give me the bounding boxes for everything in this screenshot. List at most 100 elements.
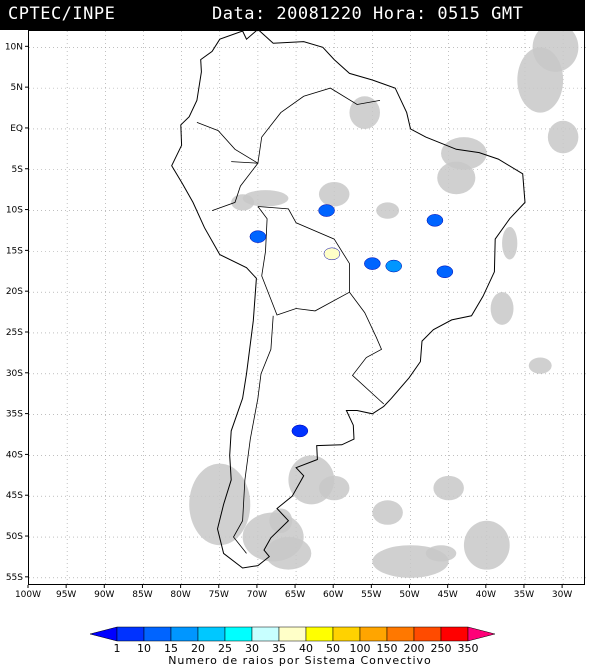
lat-tick-label: 35S bbox=[6, 410, 23, 420]
lon-tick-label: 40W bbox=[476, 590, 496, 600]
colorbar-level-label: 250 bbox=[431, 642, 452, 655]
cloud-patch bbox=[437, 161, 476, 195]
convective-system-marker bbox=[318, 204, 335, 217]
cloud-patch bbox=[463, 520, 510, 570]
border-line bbox=[257, 206, 385, 405]
convective-system-marker bbox=[385, 259, 402, 273]
convective-systems bbox=[249, 204, 454, 438]
colorbar-level-label: 350 bbox=[458, 642, 479, 655]
colorbar-level-label: 200 bbox=[404, 642, 425, 655]
colorbar-level-label: 30 bbox=[245, 642, 259, 655]
colorbar-level-label: 50 bbox=[326, 642, 340, 655]
cloud-patch bbox=[433, 475, 464, 501]
colorbar: 1 10 15 20 25 30 35 40 50 100 150 200 250 350 bbox=[89, 626, 496, 655]
lat-tick-label: 5S bbox=[12, 165, 24, 175]
lat-tick-label: 40S bbox=[6, 450, 23, 460]
lon-tick-label: 35W bbox=[514, 590, 534, 600]
lat-tick-label: 50S bbox=[6, 532, 23, 542]
colorbar-segment bbox=[251, 626, 280, 642]
lon-tick-label: 50W bbox=[399, 590, 419, 600]
colorbar-segment bbox=[143, 626, 172, 642]
colorbar-segment bbox=[197, 626, 226, 642]
cloud-patch bbox=[490, 292, 514, 325]
lon-tick-label: 100W bbox=[15, 590, 41, 600]
border-line bbox=[233, 315, 274, 554]
lon-tick-label: 80W bbox=[170, 590, 190, 600]
cloud-patch bbox=[502, 226, 518, 260]
colorbar-segment bbox=[305, 626, 334, 642]
cloud-patch bbox=[532, 22, 579, 72]
cloud-patch bbox=[528, 357, 552, 374]
continent-outline bbox=[171, 28, 526, 569]
lon-tick-label: 85W bbox=[132, 590, 152, 600]
colorbar-level-label: 100 bbox=[350, 642, 371, 655]
cloud-patch bbox=[189, 463, 251, 546]
colorbar-segment bbox=[332, 626, 361, 642]
cloud-patch bbox=[425, 545, 457, 562]
title-bar: CPTEC/INPE Data: 20081220 Hora: 0515 GMT bbox=[0, 0, 585, 30]
convective-system-marker bbox=[323, 247, 341, 261]
colorbar-segment bbox=[89, 626, 118, 642]
colorbar-level-label: 40 bbox=[299, 642, 313, 655]
convective-system-marker bbox=[426, 214, 444, 227]
lon-tick-label: 60W bbox=[323, 590, 343, 600]
cloud-patch bbox=[441, 137, 487, 170]
cloud-patch bbox=[231, 194, 255, 211]
map-frame bbox=[28, 22, 586, 586]
lat-tick-label: 10S bbox=[6, 206, 23, 216]
colorbar-segment bbox=[116, 626, 145, 642]
colorbar-segment bbox=[467, 626, 496, 642]
convective-system-marker bbox=[364, 257, 381, 270]
lat-tick-label: 15S bbox=[6, 246, 23, 256]
lon-tick-label: 90W bbox=[94, 590, 114, 600]
colorbar-segment bbox=[359, 626, 388, 642]
lon-tick-label: 30W bbox=[552, 590, 572, 600]
lat-tick-label: 30S bbox=[6, 369, 23, 379]
colorbar-level-label: 20 bbox=[191, 642, 205, 655]
border-line bbox=[261, 275, 350, 316]
border-line bbox=[211, 162, 259, 211]
lat-tick-label: 10N bbox=[5, 42, 23, 52]
country-borders bbox=[196, 87, 385, 554]
colorbar-level-label: 1 bbox=[114, 642, 121, 655]
lon-tick-label: 70W bbox=[247, 590, 267, 600]
timestamp-label: Data: 20081220 Hora: 0515 GMT bbox=[212, 4, 524, 24]
axis-labels: 10N 5N EQ 5S 10S 15S 20S 25S 30S 35S 40S 45S 50S 55S 1… bbox=[5, 42, 573, 600]
colorbar-level-label: 35 bbox=[272, 642, 286, 655]
colorbar-segment bbox=[170, 626, 199, 642]
colorbar-title: Numero de raios por Sistema Convectivo bbox=[168, 654, 432, 667]
colorbar-segment bbox=[278, 626, 307, 642]
cloud-patch bbox=[318, 475, 350, 501]
lon-tick-label: 75W bbox=[209, 590, 229, 600]
border-line bbox=[257, 206, 268, 276]
colorbar-segment bbox=[440, 626, 469, 642]
convective-system-marker bbox=[249, 230, 267, 243]
lat-tick-label: EQ bbox=[10, 124, 23, 134]
border-line bbox=[231, 87, 381, 164]
source-label: CPTEC/INPE bbox=[8, 4, 116, 24]
convective-system-marker bbox=[291, 424, 309, 438]
cloud-patch bbox=[376, 202, 400, 219]
lat-tick-label: 25S bbox=[6, 328, 23, 338]
colorbar-level-label: 150 bbox=[377, 642, 398, 655]
cloud-patch bbox=[269, 508, 293, 533]
border-line bbox=[196, 122, 259, 164]
convective-system-marker bbox=[436, 265, 454, 279]
map-canvas bbox=[29, 22, 586, 586]
colorbar-segment bbox=[413, 626, 442, 642]
cloud-cover bbox=[189, 22, 579, 578]
lon-tick-label: 95W bbox=[56, 590, 76, 600]
lat-tick-label: 55S bbox=[6, 573, 23, 583]
lon-tick-label: 55W bbox=[361, 590, 381, 600]
cloud-patch bbox=[318, 181, 350, 207]
cloud-patch bbox=[547, 120, 579, 154]
colorbar-level-label: 25 bbox=[218, 642, 232, 655]
lat-tick-label: 45S bbox=[6, 491, 23, 501]
lat-tick-label: 20S bbox=[6, 287, 23, 297]
colorbar-segment bbox=[224, 626, 253, 642]
lat-tick-label: 5N bbox=[11, 83, 23, 93]
cloud-patch bbox=[372, 500, 403, 525]
lon-tick-label: 45W bbox=[437, 590, 457, 600]
cloud-patch bbox=[265, 537, 312, 570]
colorbar-level-label: 10 bbox=[137, 642, 151, 655]
